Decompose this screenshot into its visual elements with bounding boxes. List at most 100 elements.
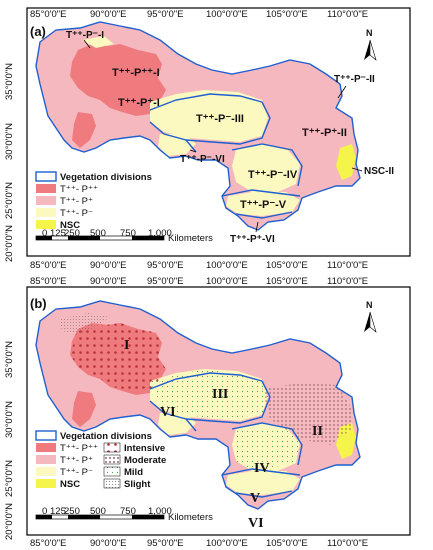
legend-intensive: Intensive xyxy=(124,443,165,454)
panel-a-divisions xyxy=(35,21,361,231)
scale-750: 750 xyxy=(120,228,136,239)
panel-b-x-ticks-bottom: 85°0'0"E 90°0'0"E 95°0'0"E 100°0'0"E 105… xyxy=(30,538,368,549)
label-r2: T⁺⁺-P⁺-II xyxy=(302,127,347,139)
scale-125: 125 xyxy=(50,506,66,517)
legend-moderate: Moderate xyxy=(124,455,166,466)
x-tick-110-b: 110°0'0"E xyxy=(327,538,368,549)
leader-r1-small xyxy=(83,39,91,49)
panel-b-scalebar: 0 125 250 500 750 1,000 Kilometers xyxy=(35,506,213,523)
panel-b-legend: Vegetation divisions T⁺⁺- P⁺⁺ T⁺⁺- P⁺ T⁺… xyxy=(35,430,166,490)
division-5 xyxy=(221,189,301,197)
legend-item-1: T⁺⁺- P⁺⁺ xyxy=(60,443,98,454)
label-r2-top: T⁺⁺-P⁻-II xyxy=(334,74,375,85)
division-6b xyxy=(235,490,293,498)
scale-0: 0 xyxy=(42,506,47,517)
panel-a-map xyxy=(36,22,360,230)
label-VI-south: VI xyxy=(248,516,264,531)
zone-nsc-2 xyxy=(336,144,356,180)
division-3-2 xyxy=(185,380,271,424)
label-nsc2: NSC-II xyxy=(364,166,394,177)
legend-item-2: T⁺⁺- P⁺ xyxy=(60,455,93,466)
legend-slight-swatch xyxy=(103,478,121,489)
legend-boundary-swatch xyxy=(35,430,57,441)
x-tick-90-b: 90°0'0"E xyxy=(90,538,126,549)
x-tick-100-b: 100°0'0"E xyxy=(206,538,248,549)
leader-r6 xyxy=(189,149,197,153)
legend-item-2: T⁺⁺- P⁺ xyxy=(60,196,93,207)
scale-1000: 1,000 xyxy=(148,228,172,239)
x-tick-110: 110°0'0"E xyxy=(327,276,368,287)
north-arrow-a: N xyxy=(364,28,377,61)
legend-swatch-3 xyxy=(36,208,56,217)
x-tick-105: 105°0'0"E xyxy=(266,276,308,287)
label-II: II xyxy=(312,424,323,439)
legend-title: Vegetation divisions xyxy=(60,172,152,183)
north-arrow-half-icon xyxy=(369,39,377,61)
zone-intensive-1 xyxy=(70,44,166,116)
label-r1-mid: T⁺⁺-P⁺-I xyxy=(118,97,160,109)
panel-a: 85°0'0"E 90°0'0"E 95°0'0"E 100°0'0"E 105… xyxy=(4,7,411,271)
label-I: I xyxy=(124,338,129,353)
label-r4: T⁺⁺-P⁻-IV xyxy=(248,169,298,181)
legend-item-3: T⁺⁺- P⁻ xyxy=(60,208,93,219)
zone-mild-5 xyxy=(226,471,300,495)
scale-unit: Kilometers xyxy=(168,233,213,244)
label-r3: T⁺⁺-P⁻-III xyxy=(196,113,244,125)
leader-r2-top xyxy=(337,85,347,99)
x-tick-110: 110°0'0"E xyxy=(327,9,368,20)
y-tick-25: 25°0'0"N xyxy=(4,460,15,497)
overlay-moderate xyxy=(262,383,352,445)
panel-a-y-ticks: 35°0'0"N 30°0'0"N 25°0'0"N 20°0'0"N xyxy=(4,63,15,262)
scale-0: 0 xyxy=(42,228,47,239)
y-tick-20: 20°0'0"N xyxy=(4,503,15,540)
division-4 xyxy=(231,422,303,466)
panel-b-region-labels: I II III IV V VI VI xyxy=(124,338,323,531)
division-1-3 xyxy=(149,372,263,390)
panel-a-x-ticks-top: 85°0'0"E 90°0'0"E 95°0'0"E 100°0'0"E 105… xyxy=(30,9,368,20)
y-tick-20: 20°0'0"N xyxy=(4,225,15,262)
legend-swatch-2 xyxy=(36,196,56,205)
panel-b-y-ticks: 35°0'0"N 30°0'0"N 25°0'0"N 20°0'0"N xyxy=(4,341,15,540)
legend-title: Vegetation divisions xyxy=(60,431,152,442)
division-1-3 xyxy=(149,93,263,111)
zone-mild-small xyxy=(82,36,114,48)
panel-b-x-ticks-top: 85°0'0"E 90°0'0"E 95°0'0"E 100°0'0"E 105… xyxy=(30,276,368,287)
legend-swatch-4 xyxy=(36,220,56,229)
label-VI-west: VI xyxy=(160,405,176,420)
x-tick-95-b: 95°0'0"E xyxy=(147,260,183,271)
north-arrow-b: N xyxy=(364,300,377,333)
legend-swatch-1 xyxy=(36,443,56,452)
x-tick-85-b: 85°0'0"E xyxy=(30,260,66,271)
overlay-mild xyxy=(150,369,268,419)
north-label-a: N xyxy=(366,28,373,38)
north-arrow-half-icon xyxy=(369,311,377,333)
legend-boundary-swatch xyxy=(35,171,57,182)
label-V: V xyxy=(250,491,260,506)
zone-mild-5 xyxy=(226,192,300,216)
division-5 xyxy=(221,468,301,476)
legend-swatch-2 xyxy=(36,455,56,464)
legend-item-4: NSC xyxy=(60,479,80,490)
scale-1000: 1,000 xyxy=(148,506,172,517)
division-6 xyxy=(149,121,197,153)
x-tick-95: 95°0'0"E xyxy=(147,9,183,20)
x-tick-95: 95°0'0"E xyxy=(147,276,183,287)
panel-a-region-labels: T⁺⁺-P⁻-I T⁺⁺-P⁺⁺-I T⁺⁺-P⁺-I T⁺⁺-P⁻-III T… xyxy=(66,30,394,245)
zone-mild-4 xyxy=(232,144,300,192)
x-tick-85: 85°0'0"E xyxy=(30,9,66,20)
legend-intensive-swatch xyxy=(103,442,121,453)
legend-item-3: T⁺⁺- P⁻ xyxy=(60,467,93,478)
legend-swatch-4 xyxy=(36,479,56,488)
overlay-intensive xyxy=(70,323,166,393)
zone-intensive-2 xyxy=(72,112,96,148)
legend-item-1: T⁺⁺- P⁺⁺ xyxy=(60,184,98,195)
leader-nsc2 xyxy=(351,167,363,172)
panel-b: 85°0'0"E 90°0'0"E 95°0'0"E 100°0'0"E 105… xyxy=(4,276,411,549)
x-tick-105-b: 105°0'0"E xyxy=(266,260,308,271)
overlay-slight xyxy=(60,313,110,335)
y-tick-30: 30°0'0"N xyxy=(4,401,15,438)
y-tick-35: 35°0'0"N xyxy=(4,63,15,100)
x-tick-85: 85°0'0"E xyxy=(30,276,66,287)
x-tick-105-b: 105°0'0"E xyxy=(266,538,308,549)
label-r1-small: T⁺⁺-P⁻-I xyxy=(66,30,104,41)
